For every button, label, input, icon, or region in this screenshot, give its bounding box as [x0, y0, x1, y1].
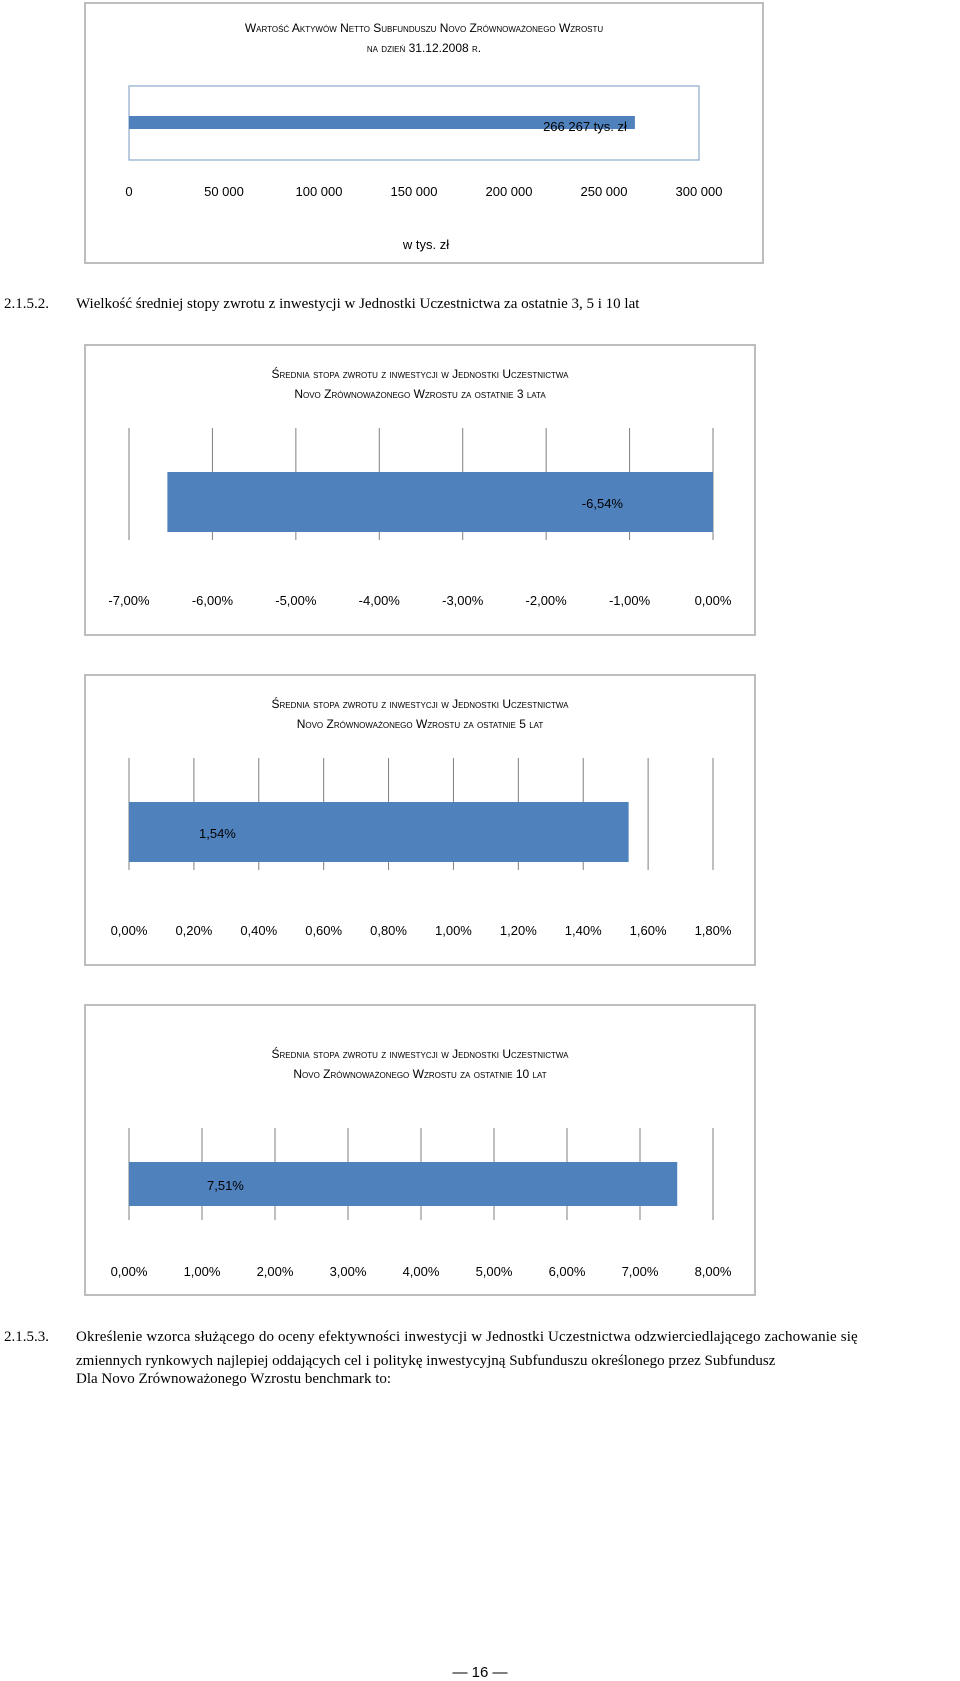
page-number: — 16 — [452, 1664, 508, 1681]
section-text: Wielkość średniej stopy zwrotu z inwesty… [76, 296, 640, 312]
return-5y-chart-plot: 1,54% 0,00% 0,20% 0,40% 0,60% 0,80% 1,00% 1,20%… [111, 758, 732, 938]
nav-chart-plot: 266 267 tys. zł 0 50 000 100 000 150 000 200 … [125, 85, 723, 252]
x-axis-label: w tys. zł [402, 237, 449, 252]
section-heading-2-1-5-3: 2.1.5.3. Określenie wzorca służącego do o… [4, 1329, 858, 1346]
tick-label: -3,00% [442, 593, 484, 608]
return-3y-chart-title: Średnia stopa zwrotu z inwestycji w Jedn… [86, 364, 754, 404]
tick-label: 7,00% [622, 1264, 659, 1279]
section-text-line-3: Dla Novo Zrównoważonego Wzrostu benchmar… [76, 1371, 392, 1387]
tick-label: 200 000 [486, 184, 533, 199]
chart-title-line: Średnia stopa zwrotu z inwestycji w Jedn… [271, 697, 569, 711]
tick-label: 300 000 [676, 184, 723, 199]
tick-label: -7,00% [108, 593, 150, 608]
chart-title-line: Średnia stopa zwrotu z inwestycji w Jedn… [271, 1047, 569, 1061]
tick-label: 0,60% [305, 923, 342, 938]
tick-label: 1,00% [184, 1264, 221, 1279]
chart-title-line: na dzień 31.12.2008 r. [366, 41, 482, 55]
return-10y-chart-plot: 7,51% 0,00% 1,00% 2,00% 3,00% 4,00% 5,00% 6,00%… [111, 1128, 732, 1279]
tick-label: -6,00% [192, 593, 234, 608]
tick-label: 5,00% [476, 1264, 513, 1279]
tick-label: 0,80% [370, 923, 407, 938]
tick-label: 1,00% [435, 923, 472, 938]
tick-label: -2,00% [526, 593, 568, 608]
tick-label: 8,00% [695, 1264, 732, 1279]
section-number: 2.1.5.3. [4, 1329, 49, 1345]
bar [129, 1162, 678, 1206]
section-heading-2-1-5-2: 2.1.5.2. Wielkość średniej stopy zwrotu z… [4, 296, 639, 313]
return-5y-chart-title: Średnia stopa zwrotu z inwestycji w Jedn… [86, 694, 754, 734]
nav-chart-title: Wartość Aktywów Netto Subfunduszu Novo Z… [86, 18, 762, 58]
tick-label: 0,00% [111, 1264, 148, 1279]
return-5y-chart: Średnia stopa zwrotu z inwestycji w Jedn… [84, 674, 756, 966]
data-label: 7,51% [207, 1178, 244, 1193]
tick-label: 1,80% [695, 923, 732, 938]
return-3y-chart: Średnia stopa zwrotu z inwestycji w Jedn… [84, 344, 756, 636]
tick-label: 100 000 [296, 184, 343, 199]
tick-label: 0,20% [175, 923, 212, 938]
return-3y-chart-plot: -6,54% -7,00% -6,00% -5,00% -4,00% -3,00% -2,0… [108, 428, 732, 608]
section-text-line: Określenie wzorca służącego do oceny efe… [76, 1329, 858, 1345]
tick-label: 50 000 [204, 184, 244, 199]
tick-label: -1,00% [609, 593, 651, 608]
chart-title-line: Wartość Aktywów Netto Subfunduszu Novo Z… [244, 21, 604, 35]
tick-label: 0,00% [695, 593, 732, 608]
tick-label: 2,00% [257, 1264, 294, 1279]
nav-chart: Wartość Aktywów Netto Subfunduszu Novo Z… [84, 2, 764, 264]
section-text-line-2: zmiennych rynkowych najlepiej oddających… [76, 1353, 776, 1369]
tick-label: 1,60% [630, 923, 667, 938]
data-label: 1,54% [199, 826, 236, 841]
tick-label: 1,40% [565, 923, 602, 938]
tick-label: 4,00% [403, 1264, 440, 1279]
tick-label: 1,20% [500, 923, 537, 938]
chart-title-line: Średnia stopa zwrotu z inwestycji w Jedn… [271, 367, 569, 381]
chart-title-line: Novo Zrównoważonego Wzrostu za ostatnie … [293, 1067, 547, 1081]
tick-label: 250 000 [581, 184, 628, 199]
chart-title-line: Novo Zrównoważonego Wzrostu za ostatnie … [296, 717, 544, 731]
data-label: 266 267 tys. zł [543, 119, 627, 134]
tick-label: 3,00% [330, 1264, 367, 1279]
return-10y-chart-title: Średnia stopa zwrotu z inwestycji w Jedn… [86, 1044, 754, 1084]
tick-label: 0 [125, 184, 132, 199]
tick-label: 6,00% [549, 1264, 586, 1279]
bar [129, 802, 629, 862]
chart-title-line: Novo Zrównoważonego Wzrostu za ostatnie … [294, 387, 546, 401]
section-number: 2.1.5.2. [4, 296, 49, 312]
bar [129, 116, 635, 129]
tick-label: -5,00% [275, 593, 317, 608]
tick-label: 0,00% [111, 923, 148, 938]
tick-label: 150 000 [391, 184, 438, 199]
tick-label: -4,00% [359, 593, 401, 608]
bar [167, 472, 713, 532]
data-label: -6,54% [582, 496, 624, 511]
return-10y-chart: Średnia stopa zwrotu z inwestycji w Jedn… [84, 1004, 756, 1296]
tick-label: 0,40% [240, 923, 277, 938]
